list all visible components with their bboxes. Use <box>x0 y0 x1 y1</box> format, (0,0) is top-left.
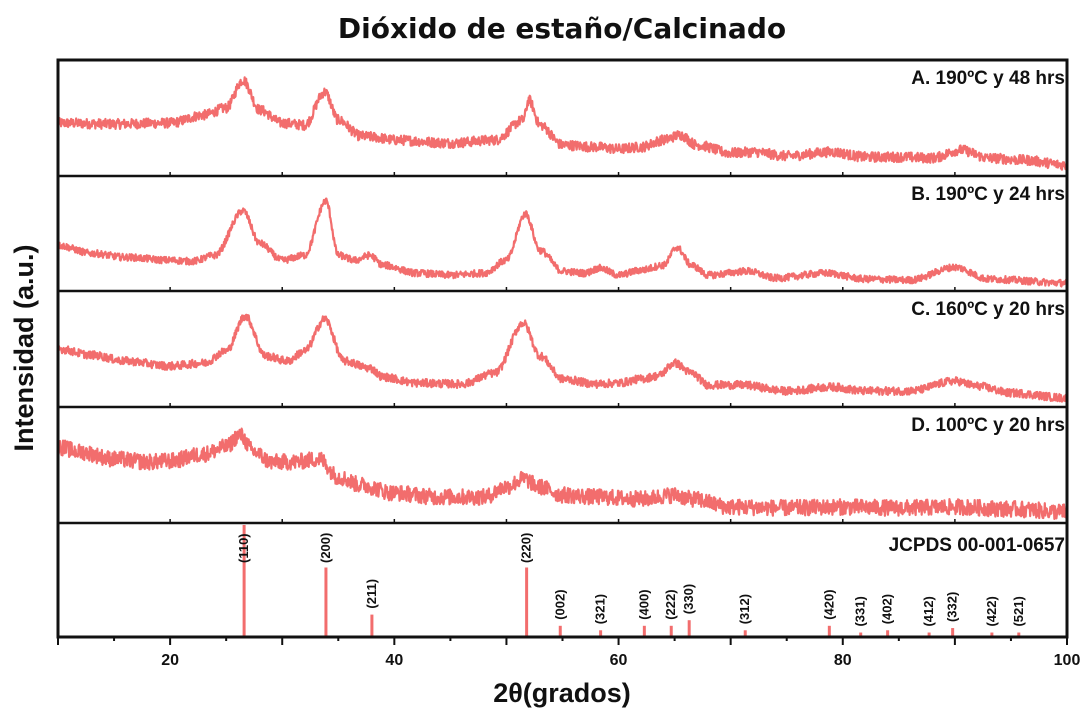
reference-label: JCPDS 00-001-0657 <box>889 535 1065 556</box>
series-label: C. 160ºC y 20 hrs <box>911 299 1065 320</box>
y-axis-label: Intensidad (a.u.) <box>9 244 39 451</box>
x-axis: 20 40 60 80 100 <box>57 637 1081 669</box>
hkl-label: (211) <box>364 579 379 609</box>
hkl-label: (110) <box>236 533 251 563</box>
series-line <box>56 76 1069 171</box>
hkl-label: (422) <box>984 596 999 626</box>
chart-title: Dióxido de estaño/Calcinado <box>338 12 786 45</box>
series-label: A. 190ºC y 48 hrs <box>911 68 1065 89</box>
x-tick-label: 60 <box>610 652 628 669</box>
panel-4: D. 100ºC y 20 hrs <box>56 405 1069 523</box>
hkl-label: (222) <box>663 589 678 619</box>
hkl-label: (420) <box>821 589 836 619</box>
hkl-label: (332) <box>945 592 960 622</box>
x-tick-label: 20 <box>161 652 179 669</box>
x-tick-label: 40 <box>385 652 403 669</box>
x-tick-label: 80 <box>834 652 852 669</box>
x-axis-label: 2θ(grados) <box>493 678 631 708</box>
hkl-label: (312) <box>737 594 752 624</box>
panels-group: A. 190ºC y 48 hrs B. 190ºC y 24 hrs C. 160… <box>56 68 1069 523</box>
series-line <box>57 197 1069 288</box>
series-label: D. 100ºC y 20 hrs <box>911 415 1065 436</box>
reference-panel: JCPDS 00-001-0657 (110) (200) (211) (220) (00… <box>58 521 1067 637</box>
hkl-label: (220) <box>519 533 534 563</box>
hkl-label: (521) <box>1011 596 1026 626</box>
series-label: B. 190ºC y 24 hrs <box>911 184 1065 205</box>
x-tick-label: 100 <box>1054 652 1081 669</box>
hkl-label: (402) <box>880 594 895 624</box>
series-line <box>56 313 1069 403</box>
hkl-label: (321) <box>593 594 608 624</box>
panel-2: B. 190ºC y 24 hrs <box>57 174 1069 291</box>
hkl-label: (331) <box>853 596 868 626</box>
series-line <box>56 427 1069 521</box>
hkl-label: (002) <box>552 589 567 619</box>
panel-3: C. 160ºC y 20 hrs <box>56 289 1069 407</box>
plot-frame <box>56 58 1069 639</box>
hkl-label: (200) <box>318 533 333 563</box>
panel-1: A. 190ºC y 48 hrs <box>56 68 1069 176</box>
hkl-label: (330) <box>681 584 696 614</box>
hkl-label: (412) <box>921 596 936 626</box>
hkl-label: (400) <box>636 589 651 619</box>
